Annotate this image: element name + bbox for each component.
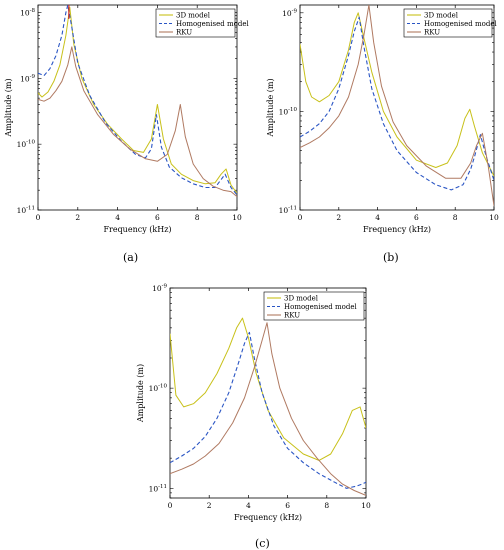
legend-entry: Homogenised model <box>284 303 357 311</box>
axes-box <box>299 4 495 211</box>
x-axis-label: Frequency (kHz) <box>234 513 302 522</box>
series-line-homogenised-model <box>300 16 494 191</box>
x-tick-label: 4 <box>246 501 251 510</box>
tick-base: 10 <box>149 484 159 493</box>
series-lines <box>300 5 494 206</box>
x-tick-label: 2 <box>336 213 341 222</box>
x-tick-label: 0 <box>298 213 303 222</box>
tick-exponent: -9 <box>162 284 168 290</box>
series-lines <box>38 5 237 197</box>
x-tick-label: 6 <box>155 213 160 222</box>
tick-exponent: -10 <box>158 384 167 390</box>
tick-base: 10 <box>17 206 27 215</box>
legend-entry: RKU <box>176 29 192 37</box>
y-tick-label: 10-9 <box>152 284 167 294</box>
series-line-3d-model <box>170 317 366 461</box>
y-axis-label: Amplitude (m) <box>4 78 13 137</box>
y-tick-label: 10-11 <box>149 484 167 494</box>
x-tick-label: 2 <box>207 501 212 510</box>
y-axis-label: Amplitude (m) <box>266 78 275 137</box>
axes-box <box>37 4 238 211</box>
y-tick-label: 10-10 <box>279 107 298 117</box>
series-line-rku <box>300 5 494 206</box>
x-tick-label: 6 <box>285 501 290 510</box>
tick-base: 10 <box>149 384 159 393</box>
series-line-3d-model <box>38 6 237 194</box>
legend-entry: RKU <box>424 29 440 37</box>
y-tick-label: 10-9 <box>282 8 297 18</box>
tick-exponent: -8 <box>30 8 36 14</box>
legend-entry: Homogenised model <box>424 20 497 28</box>
y-axis-label: Amplitude (m) <box>136 364 145 423</box>
x-tick-label: 0 <box>168 501 173 510</box>
tick-base: 10 <box>279 206 289 215</box>
series-line-rku <box>170 322 366 496</box>
series-lines <box>170 317 366 496</box>
series-line-homogenised-model <box>170 331 366 489</box>
x-tick-label: 8 <box>453 213 458 222</box>
series-line-rku <box>38 46 237 197</box>
x-tick-label: 4 <box>375 213 380 222</box>
y-tick-label: 10-11 <box>17 206 35 216</box>
series-line-3d-model <box>300 12 494 177</box>
tick-exponent: -9 <box>292 8 298 14</box>
tick-base: 10 <box>279 107 289 116</box>
tick-exponent: -11 <box>288 206 297 212</box>
x-tick-label: 0 <box>36 213 41 222</box>
y-tick-label: 10-9 <box>20 74 35 84</box>
x-axis-label: Frequency (kHz) <box>103 225 171 234</box>
legend-entry: Homogenised model <box>176 20 249 28</box>
panel-label-c: (c) <box>255 537 270 550</box>
tick-base: 10 <box>17 140 27 149</box>
panel-label-a: (a) <box>123 251 139 264</box>
tick-exponent: -10 <box>26 140 35 146</box>
tick-base: 10 <box>152 284 162 293</box>
x-tick-label: 10 <box>489 213 499 222</box>
legend-entry: 3D model <box>424 12 459 20</box>
legend-entry: RKU <box>284 312 300 320</box>
tick-exponent: -11 <box>158 484 167 490</box>
x-tick-label: 10 <box>361 501 371 510</box>
tick-base: 10 <box>20 9 30 18</box>
x-tick-label: 10 <box>232 213 242 222</box>
y-tick-label: 10-8 <box>20 8 35 18</box>
tick-base: 10 <box>282 9 292 18</box>
x-tick-label: 6 <box>414 213 419 222</box>
y-tick-label: 10-10 <box>17 140 36 150</box>
tick-exponent: -9 <box>30 74 36 80</box>
x-tick-label: 8 <box>324 501 329 510</box>
x-tick-label: 8 <box>195 213 200 222</box>
legend-entry: 3D model <box>176 12 211 20</box>
tick-exponent: -10 <box>288 107 297 113</box>
y-tick-label: 10-11 <box>279 206 297 216</box>
panel-label-b: (b) <box>383 251 399 264</box>
tick-exponent: -11 <box>26 206 35 212</box>
x-tick-label: 2 <box>75 213 80 222</box>
x-axis-label: Frequency (kHz) <box>363 225 431 234</box>
y-tick-label: 10-10 <box>149 384 168 394</box>
x-tick-label: 4 <box>115 213 120 222</box>
legend-entry: 3D model <box>284 295 319 303</box>
tick-base: 10 <box>20 74 30 83</box>
